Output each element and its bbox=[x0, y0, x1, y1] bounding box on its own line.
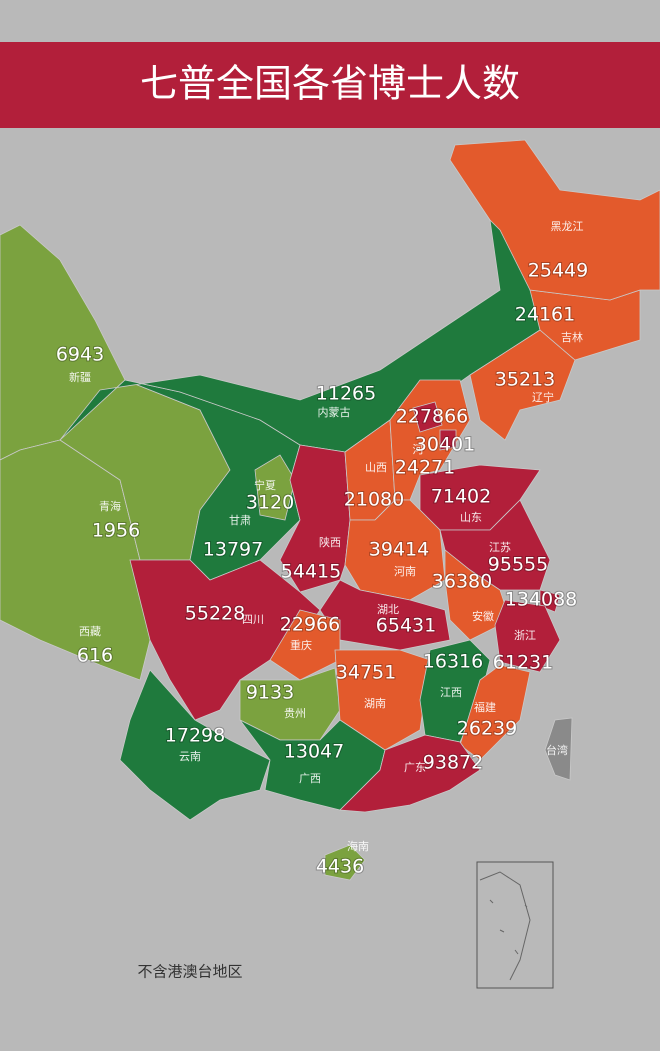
province-value: 35213 bbox=[495, 369, 555, 391]
province-name: 湖北 bbox=[377, 603, 399, 616]
province-value: 55228 bbox=[185, 603, 245, 625]
province-value: 21080 bbox=[344, 489, 404, 511]
province-value: 25449 bbox=[528, 260, 588, 282]
province-name: 江苏 bbox=[489, 541, 511, 554]
province-value: 26239 bbox=[457, 718, 517, 740]
province-value: 9133 bbox=[246, 682, 294, 704]
province-name: 台湾 bbox=[546, 743, 568, 757]
province bbox=[339, 734, 481, 813]
province-value: 4436 bbox=[316, 856, 364, 878]
province-name: 山西 bbox=[365, 461, 387, 474]
province-name: 辽宁 bbox=[532, 390, 554, 404]
province-value: 17298 bbox=[165, 725, 225, 747]
province bbox=[449, 139, 660, 301]
province bbox=[269, 609, 341, 681]
province-name: 河南 bbox=[394, 565, 416, 578]
province-name: 宁夏 bbox=[254, 478, 276, 492]
province-name: 湖南 bbox=[364, 697, 386, 710]
province-name: 甘肃 bbox=[229, 514, 251, 527]
province bbox=[412, 401, 443, 433]
province-name: 西藏 bbox=[79, 625, 101, 638]
province-name: 海南 bbox=[347, 839, 369, 853]
province-value: 24271 bbox=[395, 457, 455, 479]
province-name: 山东 bbox=[460, 511, 482, 524]
province-name: 重庆 bbox=[290, 638, 312, 652]
province-name: 贵州 bbox=[284, 707, 306, 720]
province-name: 广西 bbox=[299, 772, 321, 785]
province-name: 黑龙江 bbox=[551, 220, 584, 233]
province-name: 河 bbox=[413, 443, 424, 456]
province-value: 24161 bbox=[515, 304, 575, 326]
province-value: 13797 bbox=[203, 539, 263, 561]
province-name: 陕西 bbox=[319, 535, 341, 549]
province-name: 四川 bbox=[242, 613, 264, 626]
province-value: 22966 bbox=[280, 614, 340, 636]
province bbox=[444, 549, 511, 641]
province-name: 新疆 bbox=[69, 370, 91, 384]
province-value: 134088 bbox=[505, 589, 578, 611]
province-name: 浙江 bbox=[514, 629, 536, 642]
inset-frame bbox=[476, 861, 554, 989]
province-value: 11265 bbox=[316, 383, 376, 405]
province-value: 65431 bbox=[376, 615, 436, 637]
province-name: 内蒙古 bbox=[318, 405, 351, 419]
province-name: 福建 bbox=[474, 700, 496, 714]
province-value: 61231 bbox=[493, 652, 553, 674]
province-value: 93872 bbox=[423, 752, 483, 774]
province-value: 13047 bbox=[284, 741, 344, 763]
header-band bbox=[0, 42, 660, 128]
province-name: 吉林 bbox=[561, 330, 583, 344]
footnote: 不含港澳台地区 bbox=[137, 963, 242, 981]
province-name: 安徽 bbox=[472, 609, 494, 623]
province-name: 云南 bbox=[179, 750, 201, 763]
province-value: 227866 bbox=[396, 406, 469, 428]
title: 七普全国各省博士人数 bbox=[140, 62, 520, 106]
province-name: 青海 bbox=[99, 499, 121, 513]
province-value: 30401 bbox=[415, 434, 475, 456]
province bbox=[439, 429, 457, 451]
province-value: 34751 bbox=[336, 662, 396, 684]
province-value: 616 bbox=[77, 645, 113, 667]
province-value: 6943 bbox=[56, 344, 104, 366]
province-value: 95555 bbox=[488, 554, 548, 576]
province bbox=[494, 599, 561, 673]
province bbox=[254, 454, 296, 521]
province bbox=[119, 669, 271, 821]
province bbox=[544, 717, 573, 781]
province-value: 16316 bbox=[423, 651, 483, 673]
province-name: 江西 bbox=[440, 686, 462, 699]
province-value: 71402 bbox=[431, 486, 491, 508]
province-value: 3120 bbox=[246, 492, 294, 514]
province-value: 39414 bbox=[369, 539, 429, 561]
province-value: 36380 bbox=[432, 571, 492, 593]
province-value: 1956 bbox=[92, 520, 140, 542]
province bbox=[324, 844, 366, 881]
province-value: 54415 bbox=[281, 561, 341, 583]
province-name: 广东 bbox=[404, 761, 426, 774]
inset-islands bbox=[479, 871, 531, 981]
